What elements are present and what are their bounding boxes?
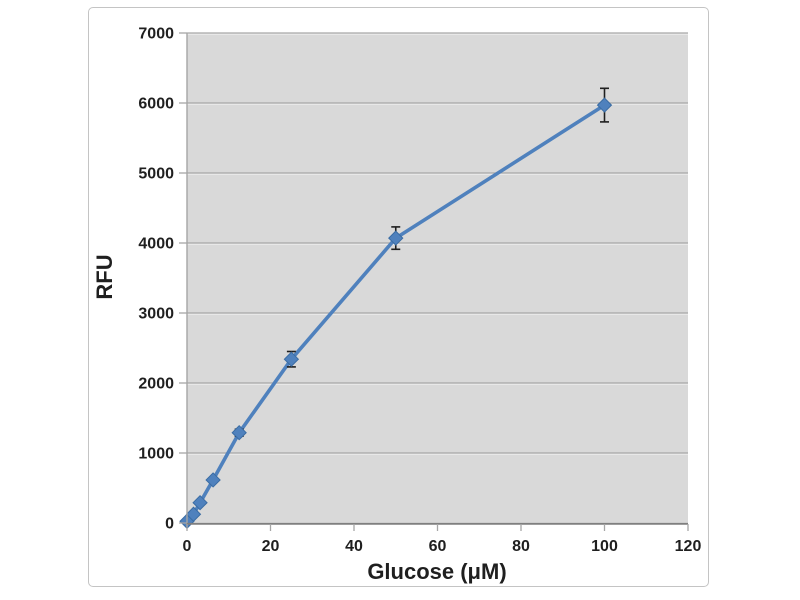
marker-point-1.56 [185,506,202,522]
y-tick-label: 0 [165,516,174,533]
x-tick-label: 120 [675,538,702,555]
y-tick-label: 7000 [138,26,174,43]
plot-area [187,33,688,523]
y-axis-title: RFU [92,254,117,299]
x-tick-label: 20 [262,538,280,555]
x-tick-label: 0 [183,538,192,555]
x-tick-label: 60 [429,538,447,555]
x-tick-label: 100 [591,538,618,555]
x-tick-label: 40 [345,538,363,555]
marker-point-12.5 [231,424,247,441]
y-tick-label: 5000 [138,166,174,183]
x-tick-label: 80 [512,538,530,555]
y-tick-label: 6000 [138,96,174,113]
marker-point-3.13 [192,494,208,511]
marker-point-25 [283,351,300,367]
x-axis-title: Glucose (μM) [367,559,506,584]
plot-layer: 0 1000 2000 3000 4000 5000 6000 7000 0 20 40 60 80 10… [138,26,701,556]
marker-point-100 [596,97,613,113]
y-tick-label: 3000 [138,306,174,323]
marker-point-6.25 [205,472,221,488]
marker-point-50 [388,230,404,246]
y-tick-label: 2000 [138,376,174,393]
y-tick-label: 4000 [138,236,174,253]
y-tick-label: 1000 [138,446,174,463]
